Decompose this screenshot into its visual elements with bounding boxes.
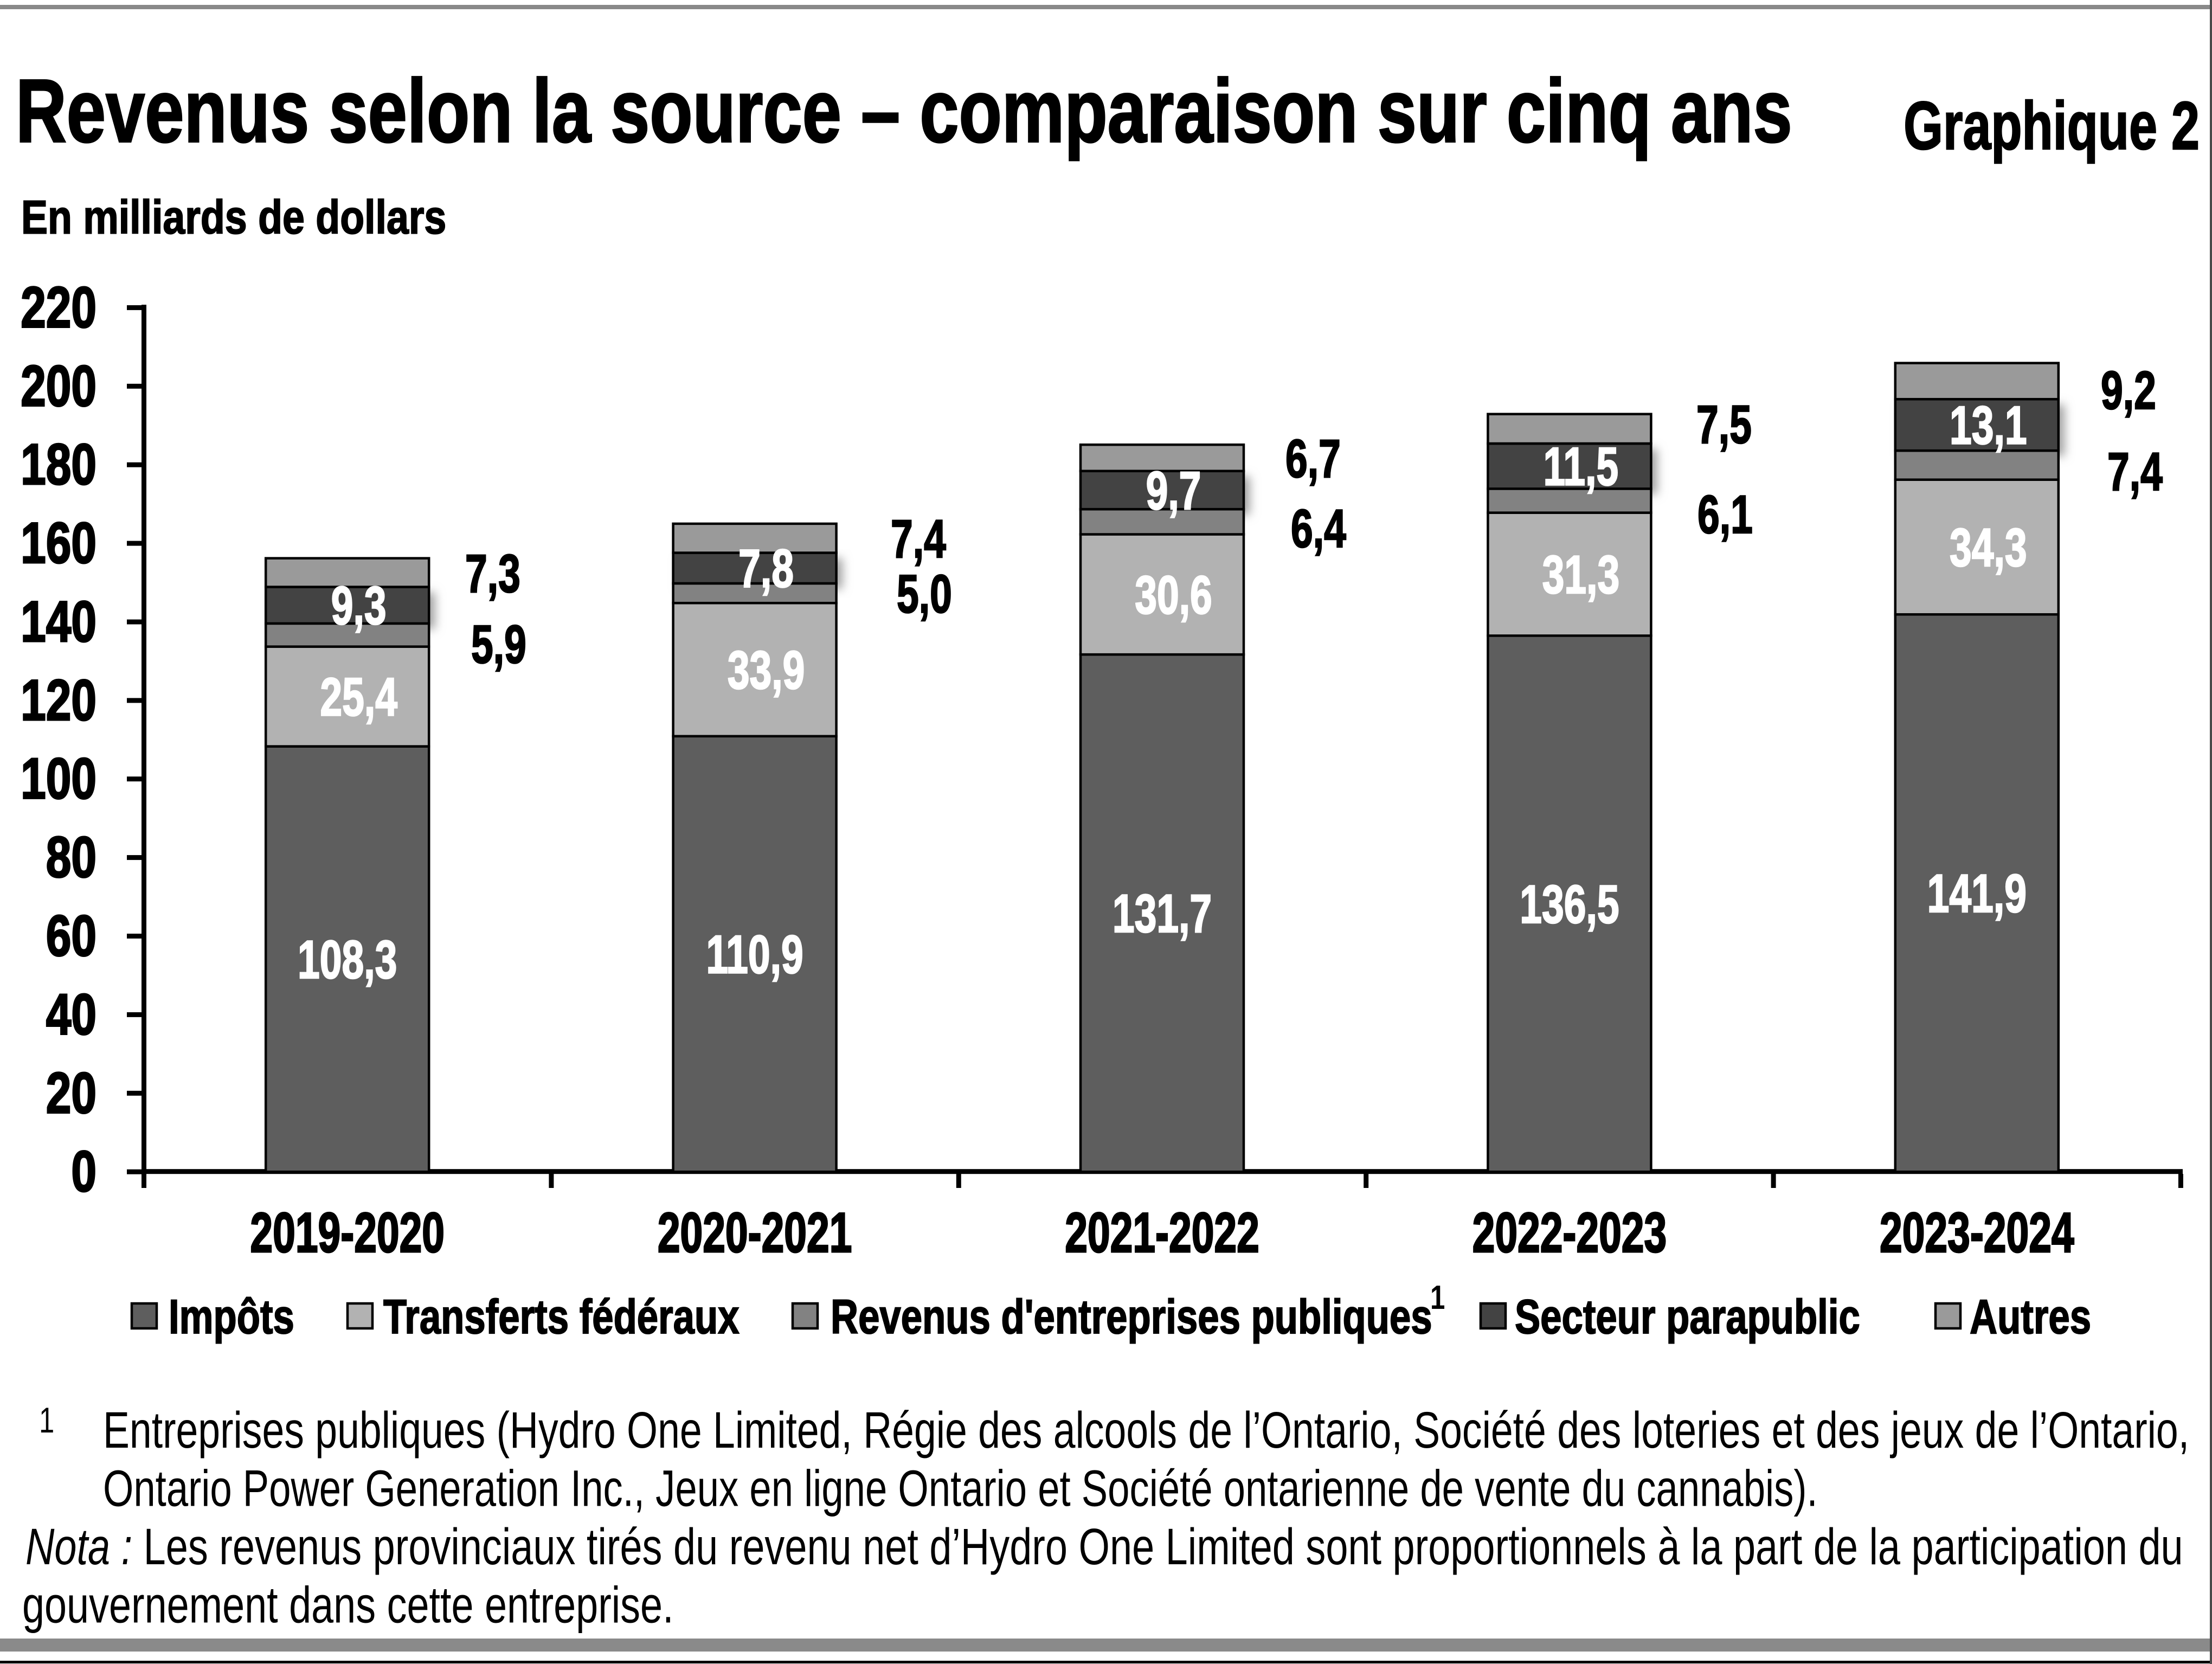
svg-text:2020-2021: 2020-2021 [658, 1202, 852, 1264]
svg-text:108,3: 108,3 [298, 930, 397, 990]
svg-text:7,3: 7,3 [465, 544, 520, 603]
svg-text:110,9: 110,9 [706, 925, 803, 985]
svg-text:Revenus d'entreprises publique: Revenus d'entreprises publiques [831, 1290, 1432, 1344]
svg-text:7,8: 7,8 [738, 539, 794, 599]
svg-text:9,2: 9,2 [2101, 361, 2156, 420]
svg-text:2019-2020: 2019-2020 [250, 1202, 445, 1264]
svg-text:5,9: 5,9 [471, 615, 526, 674]
svg-text:140: 140 [21, 589, 97, 654]
svg-text:33,9: 33,9 [728, 640, 805, 700]
svg-text:31,3: 31,3 [1542, 545, 1620, 605]
svg-text:136,5: 136,5 [1520, 875, 1619, 934]
svg-text:60: 60 [46, 904, 97, 968]
svg-text:220: 220 [21, 275, 97, 340]
svg-text:80: 80 [46, 825, 97, 890]
svg-text:7,4: 7,4 [2107, 442, 2163, 502]
svg-text:7,4: 7,4 [891, 509, 946, 569]
svg-text:Revenus selon la source – comp: Revenus selon la source – comparaison su… [16, 60, 1792, 161]
svg-text:1: 1 [39, 1401, 54, 1441]
svg-text:Transferts fédéraux: Transferts fédéraux [383, 1290, 740, 1344]
svg-text:Ontario Power Generation Inc.,: Ontario Power Generation Inc., Jeux en l… [103, 1460, 1818, 1517]
svg-text:40: 40 [46, 982, 97, 1047]
svg-text:100: 100 [21, 747, 97, 811]
svg-text:Impôts: Impôts [169, 1290, 294, 1344]
svg-text:Nota : Les revenus provinciaux: Nota : Les revenus provinciaux tirés du … [25, 1518, 2183, 1576]
svg-text:gouvernement dans cette entrep: gouvernement dans cette entreprise. [22, 1577, 674, 1634]
svg-text:20: 20 [46, 1061, 97, 1126]
svg-text:2021-2022: 2021-2022 [1065, 1202, 1259, 1264]
svg-text:180: 180 [21, 432, 97, 497]
svg-text:11,5: 11,5 [1544, 437, 1619, 497]
svg-text:2022-2023: 2022-2023 [1472, 1202, 1667, 1264]
svg-text:6,4: 6,4 [1291, 499, 1346, 558]
svg-text:7,5: 7,5 [1696, 395, 1752, 454]
svg-text:2023-2024: 2023-2024 [1880, 1202, 2074, 1264]
svg-text:131,7: 131,7 [1113, 884, 1212, 943]
svg-text:200: 200 [21, 354, 97, 419]
svg-text:5,0: 5,0 [897, 564, 952, 624]
svg-text:Autres: Autres [1970, 1290, 2091, 1344]
svg-text:141,9: 141,9 [1927, 864, 2027, 924]
svg-text:13,1: 13,1 [1950, 396, 2027, 455]
svg-text:34,3: 34,3 [1950, 518, 2027, 577]
svg-text:120: 120 [21, 668, 97, 733]
svg-text:Graphique 2: Graphique 2 [1904, 88, 2200, 164]
svg-text:0: 0 [71, 1139, 97, 1204]
svg-text:6,7: 6,7 [1285, 429, 1341, 489]
svg-text:9,7: 9,7 [1146, 461, 1201, 521]
svg-text:Secteur parapublic: Secteur parapublic [1515, 1290, 1860, 1344]
svg-text:160: 160 [21, 511, 97, 575]
svg-text:9,3: 9,3 [331, 576, 387, 636]
svg-text:1: 1 [1430, 1278, 1445, 1316]
svg-text:25,4: 25,4 [320, 667, 397, 727]
svg-text:En milliards de dollars: En milliards de dollars [21, 191, 446, 244]
svg-text:30,6: 30,6 [1135, 566, 1212, 625]
svg-text:Entreprises publiques (Hydro O: Entreprises publiques (Hydro One Limited… [103, 1401, 2189, 1459]
svg-text:6,1: 6,1 [1697, 485, 1753, 544]
